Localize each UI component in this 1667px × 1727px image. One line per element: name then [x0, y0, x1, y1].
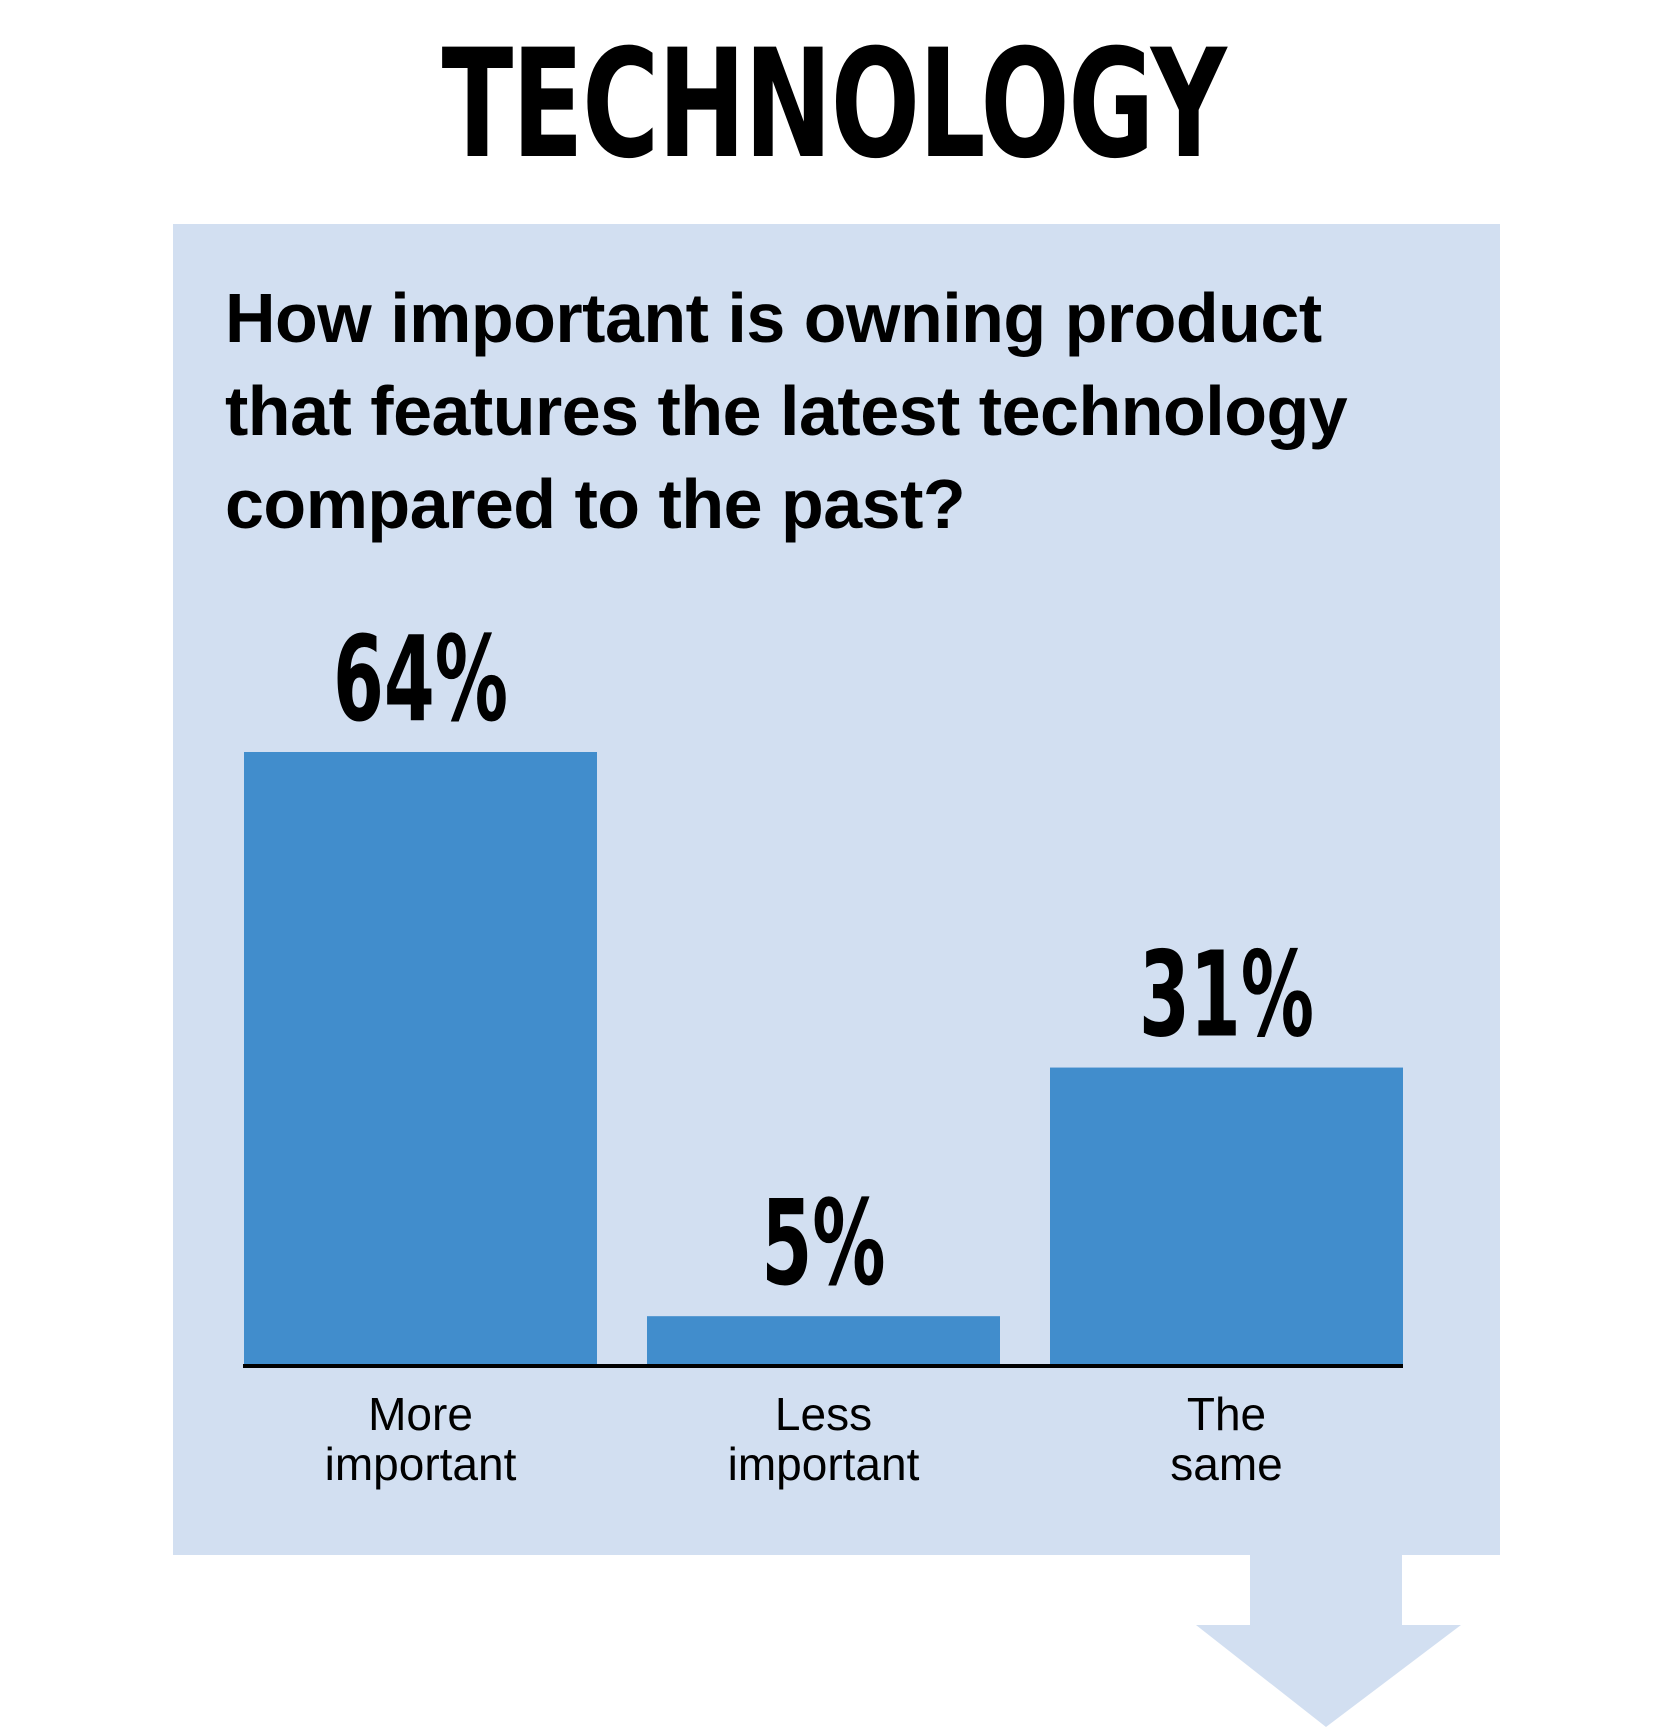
- category-label-1-line-2: important: [325, 1438, 517, 1490]
- data-label-2: 5%: [761, 1176, 885, 1313]
- question-line-1: How important is owning product: [225, 279, 1322, 357]
- category-label-2-line-1: Less: [775, 1388, 872, 1440]
- data-label-1: 64%: [333, 612, 508, 749]
- bar-2: [647, 1316, 1000, 1364]
- data-label-3: 31%: [1139, 927, 1314, 1064]
- down-arrow-shape: [1196, 1555, 1461, 1727]
- category-label-1-line-1: More: [368, 1388, 473, 1440]
- question-line-3: compared to the past?: [225, 465, 966, 543]
- question-text: How important is owning product that fea…: [225, 272, 1475, 551]
- category-label-3-line-2: same: [1170, 1438, 1282, 1490]
- bar-3: [1050, 1067, 1403, 1364]
- category-label-2-line-2: important: [728, 1438, 920, 1490]
- bar-1: [244, 752, 597, 1364]
- question-line-2: that features the latest technology: [225, 372, 1348, 450]
- page-title: TECHNOLOGY: [441, 18, 1227, 192]
- category-label-3-line-1: The: [1187, 1388, 1266, 1440]
